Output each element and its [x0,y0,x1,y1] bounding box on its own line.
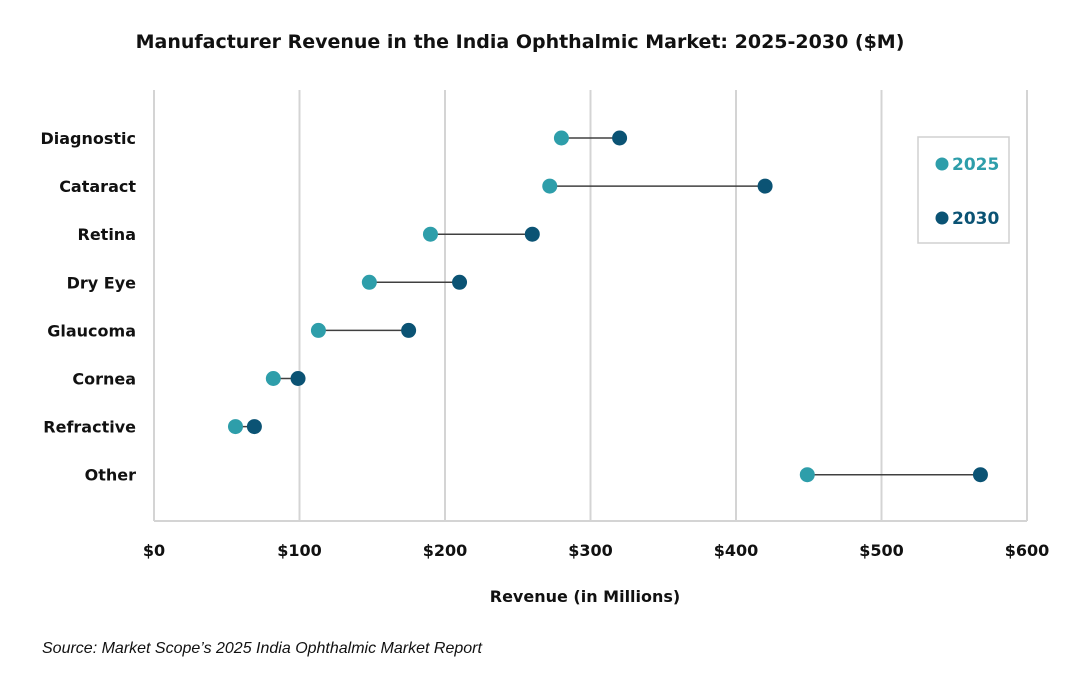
point-2025 [799,467,815,483]
category-label: Diagnostic [40,129,136,148]
category-label: Cataract [59,177,136,196]
category-label: Retina [78,225,137,244]
point-2030 [452,274,468,290]
point-2025 [553,130,569,146]
x-tick-label: $0 [143,541,165,560]
x-tick-label: $300 [568,541,613,560]
point-2025 [310,322,326,338]
x-tick-labels: $0 $100 $200 $300 $400 $500 $600 [143,541,1049,560]
legend-marker-2030 [935,211,949,225]
point-2030 [401,322,417,338]
point-2030 [972,467,988,483]
x-tick-label: $600 [1005,541,1050,560]
x-tick-label: $500 [859,541,904,560]
point-2025 [265,371,281,386]
x-tick-label: $400 [714,541,759,560]
x-axis-label: Revenue (in Millions) [490,587,681,606]
source-note: Source: Market Scope’s 2025 India Ophtha… [42,640,482,657]
legend-box [917,136,1010,244]
legend-marker-2025 [935,157,949,171]
point-2030 [612,130,628,146]
point-2025 [422,226,438,242]
x-tick-label: $200 [423,541,468,560]
category-label: Glaucoma [47,321,136,340]
category-labels: Diagnostic Cataract Retina Dry Eye Glaucoma C… [40,129,136,485]
legend-label-2030: 2030 [952,209,999,229]
legend-label-2025: 2025 [952,155,999,175]
point-2030 [290,371,306,386]
point-2025 [542,178,558,194]
gridlines [153,90,1028,522]
x-tick-label: $100 [277,541,322,560]
point-2025 [361,274,377,290]
point-2030 [524,226,540,242]
point-2030 [757,178,773,194]
point-2030 [246,419,262,435]
chart-title: Manufacturer Revenue in the India Ophtha… [136,31,905,53]
category-label: Other [85,466,136,485]
category-label: Cornea [72,370,136,389]
point-2025 [227,419,243,435]
legend: 2025 2030 [917,136,1010,244]
data-marks [227,130,988,483]
category-label: Refractive [43,418,136,437]
category-label: Dry Eye [67,273,137,292]
